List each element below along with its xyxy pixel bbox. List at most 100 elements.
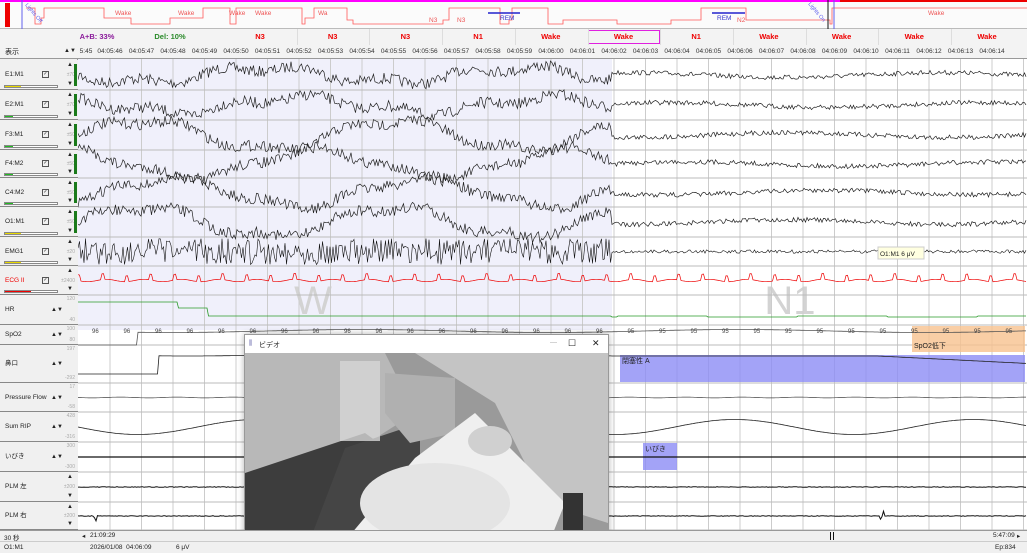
hypnogram-legend-icon[interactable] (5, 3, 10, 27)
minimize-button[interactable]: — (550, 339, 557, 346)
channel-visible-checkbox[interactable]: ✓ (42, 71, 49, 78)
scale-up-button[interactable]: ▲ (67, 268, 73, 274)
channel-emg1[interactable]: EMG1 ✓ ±20 ▲ ▼ (0, 237, 78, 266)
video-titlebar[interactable]: ⫼ ビデオ — ☐ ✕ (245, 335, 608, 353)
scale-up-button[interactable]: ▲ (67, 62, 73, 68)
spo2-value: 95 (754, 329, 761, 335)
channel-e1-m1[interactable]: E1:M1 ✓ ±70 ▲ ▼ (0, 60, 78, 90)
scale-down-button[interactable]: ▼ (67, 141, 73, 147)
scale-down-button[interactable]: ▼ (67, 81, 73, 87)
scale-up-button[interactable]: ▲ (67, 92, 73, 98)
channel-f4-m2[interactable]: F4:M2 ✓ ±50 ▲ ▼ (0, 150, 78, 178)
time-tick: 04:06:01 (569, 48, 596, 55)
scale-up-button[interactable]: ▲ (67, 180, 73, 186)
scale-arrows-button[interactable]: ▲▼ (51, 361, 63, 367)
scale-arrows-button[interactable]: ▲▼ (51, 394, 63, 401)
scale-down-button[interactable]: ▼ (67, 257, 73, 263)
scroll-left-button[interactable]: ◂ (82, 533, 86, 540)
hypnogram-stage-label: Wake (928, 10, 945, 17)
scale-up-button[interactable]: ▲ (67, 209, 73, 215)
spo2-value: 96 (596, 329, 603, 335)
close-button[interactable]: ✕ (592, 338, 600, 348)
page-length-select[interactable]: 30 秒 (4, 535, 20, 542)
time-tick: 04:05:52 (286, 48, 312, 55)
scroll-right-button[interactable]: ▸ (1017, 533, 1021, 540)
channel-panel: E1:M1 ✓ ±70 ▲ ▼ E2:M1 ✓ ±70 ▲ ▼ F3:M1 ✓ ±50 ▲ ▼ F4:M2 ✓ ±… (0, 59, 78, 530)
time-tick: 04:06:03 (632, 48, 659, 55)
channel-pressure-flow[interactable]: Pressure Flow 17 -58 ▲▼ (0, 383, 78, 412)
epoch-stage-label[interactable]: Wake (977, 32, 997, 41)
channel-e2-m1[interactable]: E2:M1 ✓ ±70 ▲ ▼ (0, 90, 78, 120)
scrollbar-thumb[interactable] (830, 532, 834, 540)
scale-up-button[interactable]: ▲ (67, 152, 73, 158)
maximize-button[interactable]: ☐ (568, 338, 577, 348)
signal-level-bar (4, 173, 58, 176)
epoch-stage-label[interactable]: N3 (400, 32, 411, 41)
scale-up-button[interactable]: ▲ (67, 474, 73, 480)
epoch-stage-label[interactable]: N1 (691, 32, 701, 41)
channel--[interactable]: いびき 300 -300 ▲▼ (0, 442, 78, 472)
epoch-stage-label[interactable]: N3 (327, 32, 338, 41)
channel-o1-m1[interactable]: O1:M1 ✓ ±50 ▲ ▼ (0, 207, 78, 237)
scale-arrows-button[interactable]: ▲▼ (51, 424, 63, 430)
hypnogram-stage-label: N3 (457, 17, 466, 24)
scale-up-button[interactable]: ▲ (67, 504, 73, 510)
channel-c4-m2[interactable]: C4:M2 ✓ ±50 ▲ ▼ (0, 178, 78, 207)
scale-down-button[interactable]: ▼ (67, 521, 73, 527)
status-datetime: 2026/01/08 04:06:09 (90, 544, 152, 551)
scale-down-button[interactable]: ▼ (67, 111, 73, 117)
channel-visible-checkbox[interactable]: ✓ (42, 218, 49, 225)
channel-visible-checkbox[interactable]: ✓ (42, 160, 49, 167)
channel-spo2[interactable]: SpO2 100 80 ▲▼ (0, 325, 78, 345)
channel-visible-checkbox[interactable]: ✓ (42, 101, 49, 108)
channel-visible-checkbox[interactable]: ✓ (42, 131, 49, 138)
epoch-stage-label[interactable]: N3 (255, 32, 265, 41)
scale-arrows-button[interactable]: ▲▼ (64, 48, 76, 54)
channel-plm-[interactable]: PLM 左 ±200 ▲ ▼ (0, 472, 78, 502)
channel-scale: ±200 (63, 513, 75, 519)
epoch-stage-label[interactable]: Wake (904, 32, 924, 41)
epoch-stage-label[interactable]: Wake (613, 32, 634, 41)
snore-event-label: いびき (645, 445, 666, 453)
channel-visible-checkbox[interactable]: ✓ (42, 188, 49, 196)
scale-arrows-button[interactable]: ▲▼ (51, 332, 63, 338)
epoch-stage-label[interactable]: N1 (473, 32, 483, 41)
channel-plm-[interactable]: PLM 右 ±200 ▲ ▼ (0, 502, 78, 530)
hr-trace (78, 301, 1026, 318)
scale-up-button[interactable]: ▲ (67, 122, 73, 128)
time-tick: 5:45 (79, 48, 93, 55)
channel-visible-checkbox[interactable]: ✓ (42, 276, 49, 284)
scale-down-button[interactable]: ▼ (67, 228, 73, 234)
spo2-value: 96 (470, 329, 477, 335)
epoch-stage-label[interactable]: Wake (759, 32, 779, 41)
spo2-desaturation-event[interactable] (912, 326, 1025, 352)
scale-up-button[interactable]: ▲ (67, 239, 73, 245)
channel-sum-rip[interactable]: Sum RIP 428 -316 ▲▼ (0, 412, 78, 442)
scale-arrows-button[interactable]: ▲▼ (51, 454, 63, 460)
channel-visible-checkbox[interactable]: ✓ (42, 247, 49, 255)
scale-bottom: 80 (69, 337, 75, 343)
scale-top: 100 (66, 326, 75, 332)
channel-ecg-ii[interactable]: ECG II ✓ ±2400 ▲ ▼ (0, 266, 78, 295)
scale-arrows-button[interactable]: ▲▼ (51, 307, 63, 313)
scale-down-button[interactable]: ▼ (67, 493, 73, 499)
obstructive-apnea-event[interactable] (620, 355, 1025, 382)
channel-f3-m1[interactable]: F3:M1 ✓ ±50 ▲ ▼ (0, 120, 78, 150)
channel-label: F3:M1 (5, 131, 24, 138)
eeg-trace-O1:M1 (78, 201, 1027, 244)
epoch-stage-label[interactable]: Wake (541, 32, 561, 41)
scale-down-button[interactable]: ▼ (67, 198, 73, 204)
channel--[interactable]: 鼻口 197 -292 ▲▼ (0, 345, 78, 383)
eeg-trace-C4:M2 (78, 169, 1027, 214)
scale-bottom: -58 (67, 404, 75, 410)
hypnogram-overview[interactable]: Lights Off Lights On Wake Wake Wake Wake Wa N3 N… (0, 0, 1027, 29)
video-window[interactable]: ⫼ ビデオ — ☐ ✕ (244, 334, 609, 553)
scale-down-button[interactable]: ▼ (67, 169, 73, 175)
scale-down-button[interactable]: ▼ (67, 286, 73, 292)
scale-top: 17 (69, 384, 75, 390)
epoch-stage-label[interactable]: Wake (831, 32, 852, 41)
channel-hr[interactable]: HR 120 40 ▲▼ (0, 295, 78, 325)
status-channel: O1:M1 (4, 544, 24, 551)
